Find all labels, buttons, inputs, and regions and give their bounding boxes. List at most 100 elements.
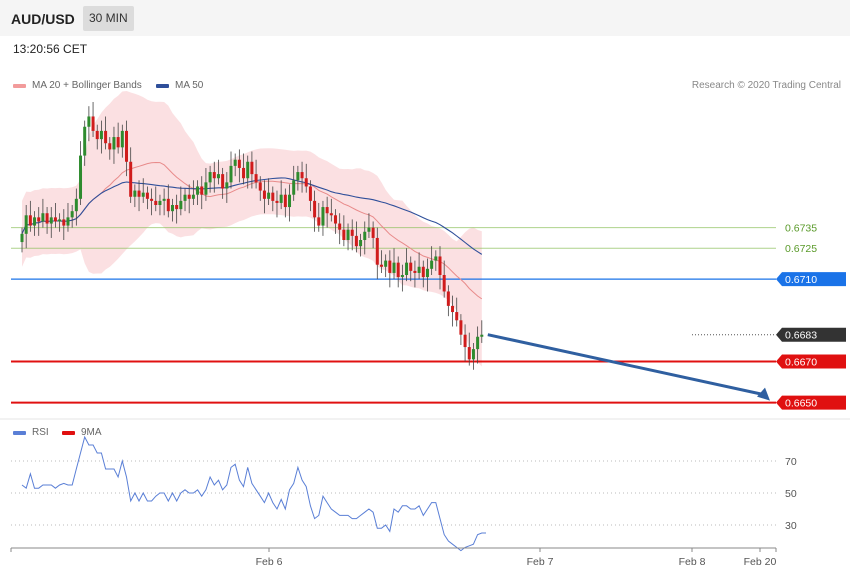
candle-body: [74, 198, 78, 212]
candle-body: [91, 116, 95, 131]
candle-body: [175, 205, 179, 210]
candle-body: [99, 130, 103, 140]
candle-body: [480, 334, 484, 337]
candle-body: [438, 256, 442, 275]
candle-body: [459, 320, 463, 335]
candle-body: [467, 347, 471, 360]
candle-body: [271, 192, 275, 201]
candle-body: [308, 186, 312, 201]
candle-body: [62, 219, 66, 226]
candle-body: [53, 217, 57, 222]
candle-body: [363, 231, 367, 240]
candle-body: [446, 291, 450, 306]
legend-ma20: MA 20 + Bollinger Bands: [13, 80, 142, 91]
level-label-3: 0.6683: [785, 330, 817, 342]
candle-body: [396, 262, 400, 278]
candle-body: [451, 305, 455, 313]
candle-body: [409, 262, 413, 271]
candle-body: [208, 172, 212, 183]
level-label-4: 0.6670: [785, 356, 817, 368]
chart-header: AUD/USD 30 MIN: [0, 0, 850, 36]
legend-ma20-label: MA 20 + Bollinger Bands: [32, 80, 142, 91]
legend-rsi: RSI: [13, 427, 49, 438]
legend-9ma-label: 9MA: [81, 427, 102, 438]
timeframe-badge[interactable]: 30 MIN: [83, 6, 134, 31]
level-label-5: 0.6650: [785, 398, 817, 410]
candle-body: [413, 270, 417, 273]
candle-body: [133, 190, 137, 197]
candle-body: [342, 229, 346, 240]
candle-body: [288, 194, 292, 208]
rsi-swatch: [13, 430, 26, 435]
rsi-tick-70: 70: [785, 456, 797, 468]
candle-body: [329, 213, 333, 216]
candle-body: [179, 200, 183, 210]
candle-body: [125, 130, 128, 162]
candle-body: [476, 336, 480, 350]
candle-body: [254, 174, 258, 183]
candle-body: [170, 205, 174, 212]
candle-body: [24, 215, 28, 234]
candle-body: [233, 159, 237, 166]
candle-body: [145, 192, 149, 199]
candle-body: [87, 116, 91, 127]
x-tick-label: Feb 20: [744, 556, 777, 568]
candle-body: [346, 229, 350, 240]
candle-body: [221, 174, 225, 189]
candle-body: [250, 161, 254, 175]
bollinger-band: [22, 91, 482, 367]
candle-body: [104, 130, 108, 144]
level-label-0: 0.6735: [785, 223, 817, 235]
candle-body: [379, 264, 383, 267]
candle-body: [417, 266, 421, 273]
candle-body: [246, 161, 250, 179]
candle-body: [204, 182, 208, 195]
level-tag-5: [776, 395, 846, 410]
candle-body: [350, 229, 354, 236]
candle-body: [108, 143, 112, 150]
candle-body: [262, 190, 266, 199]
candle-body: [463, 334, 467, 348]
candle-body: [162, 198, 166, 201]
candle-body: [141, 192, 145, 197]
candle-body: [334, 215, 337, 224]
level-tag-2: [776, 272, 846, 287]
candle-body: [325, 207, 329, 214]
candle-body: [300, 172, 304, 179]
candle-body: [434, 256, 438, 261]
candle-body: [338, 223, 342, 230]
candle-body: [242, 167, 246, 179]
instrument-title: AUD/USD: [11, 11, 75, 27]
candle-body: [129, 161, 133, 197]
ma20-swatch: [13, 83, 26, 88]
x-tick-label: Feb 6: [256, 556, 283, 568]
candle-body: [388, 260, 392, 273]
candle-body: [258, 182, 262, 191]
rsi-tick-30: 30: [785, 520, 797, 532]
candle-body: [421, 266, 425, 278]
candle-body: [28, 215, 32, 226]
candle-body: [41, 213, 45, 222]
candle-body: [392, 262, 396, 273]
candle-body: [354, 235, 358, 247]
candle-body: [154, 200, 158, 205]
level-tag-4: [776, 354, 846, 369]
candle-body: [455, 312, 459, 321]
forecast-arrow-head: [757, 387, 770, 401]
candle-body: [225, 182, 229, 189]
candle-body: [384, 260, 388, 267]
candle-body: [158, 200, 162, 205]
candle-body: [313, 200, 317, 218]
candle-body: [116, 137, 120, 148]
candle-body: [283, 194, 287, 208]
candle-body: [200, 186, 204, 195]
candle-body: [49, 217, 53, 224]
candle-body: [112, 137, 116, 150]
candle-body: [120, 130, 124, 148]
candle-body: [166, 198, 170, 212]
candle-body: [237, 159, 241, 168]
candle-body: [216, 174, 220, 179]
candle-body: [150, 198, 154, 201]
candle-body: [33, 217, 37, 226]
